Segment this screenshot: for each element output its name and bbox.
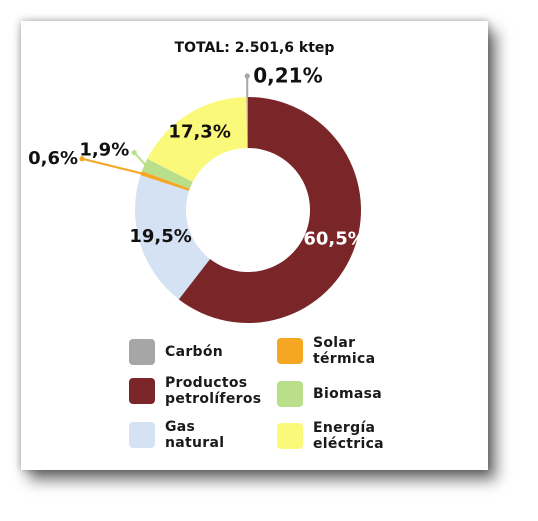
data-label-solar-termica: 0,6% <box>28 148 78 169</box>
slice-biomasa <box>141 158 193 189</box>
legend-item-solar-termica: Solar térmica <box>277 335 375 367</box>
data-label-energia-electrica: 17,3% <box>168 121 230 142</box>
legend-swatch-carbon <box>129 339 155 365</box>
slice-gas-natural <box>135 175 211 300</box>
legend-swatch-productos-petroliferos <box>129 378 155 404</box>
leader-line-solar-termica <box>81 157 144 175</box>
slice-productos-petroliferos <box>178 97 362 323</box>
donut-chart: 60,5% 19,5% 0,6% 1,9% 17,3% 0,21% <box>28 64 366 323</box>
data-label-productos-petroliferos: 60,5% <box>303 229 365 250</box>
legend-item-gas-natural: Gas natural <box>129 419 224 451</box>
chart-card: TOTAL: 2.501,6 ktep 60,5% 19,5% 0,6% 1,9% 17… <box>21 21 488 470</box>
legend-swatch-energia-electrica <box>277 423 303 449</box>
data-label-gas-natural: 19,5% <box>129 226 191 247</box>
legend-item-carbon: Carbón <box>129 339 223 365</box>
slice-carbon <box>246 97 248 149</box>
legend-swatch-gas-natural <box>129 422 155 448</box>
leader-dot-solar-termica <box>79 156 85 162</box>
leader-dot-biomasa <box>131 150 137 156</box>
legend-item-biomasa: Biomasa <box>277 381 382 407</box>
legend-swatch-solar-termica <box>277 338 303 364</box>
legend-swatch-biomasa <box>277 381 303 407</box>
legend-label-biomasa: Biomasa <box>313 386 383 402</box>
data-label-carbon: 0,21% <box>253 64 322 88</box>
leader-line-biomasa <box>133 151 147 167</box>
slice-solar-termica <box>140 171 190 191</box>
legend-item-energia-electrica: Energía eléctrica <box>277 420 384 452</box>
chart-title: TOTAL: 2.501,6 ktep <box>174 40 335 56</box>
legend-item-productos-petroliferos: Productos petrolíferos <box>129 375 261 407</box>
legend-label-gas-natural: Gas natural <box>165 419 225 451</box>
legend-label-productos-petroliferos: Productos petrolíferos <box>165 375 262 407</box>
legend-label-carbon: Carbón <box>165 344 224 360</box>
legend-label-solar-termica: Solar térmica <box>313 335 376 367</box>
slice-energia-electrica <box>147 97 248 182</box>
legend-label-energia-electrica: Energía eléctrica <box>313 420 384 452</box>
data-label-biomasa: 1,9% <box>79 140 129 161</box>
leader-dot-carbon <box>244 73 250 79</box>
